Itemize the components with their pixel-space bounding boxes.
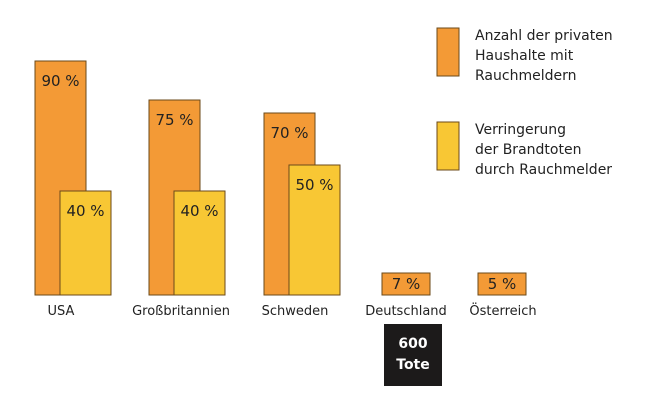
bar-s2-0 bbox=[59, 190, 112, 296]
value-label-s2-1: 40 % bbox=[180, 202, 218, 220]
category-label-1: Großbritannien bbox=[132, 304, 230, 319]
category-label-3: Deutschland bbox=[365, 304, 447, 319]
value-label-s1-3: 7 % bbox=[392, 275, 421, 293]
annotation-background bbox=[384, 324, 442, 386]
bar-s2-1 bbox=[173, 190, 226, 296]
bar-s1-3 bbox=[381, 272, 431, 296]
value-label-s2-0: 40 % bbox=[66, 202, 104, 220]
annotation-box: 600 Tote bbox=[384, 324, 442, 386]
category-labels-layer: USA Großbritannien Schweden Deutschland Öste… bbox=[48, 302, 537, 319]
legend-entry-1-line-1: Anzahl der privaten bbox=[475, 28, 613, 44]
category-label-4: Österreich bbox=[469, 302, 536, 319]
category-label-2: Schweden bbox=[262, 304, 329, 319]
legend-entry-1-line-2: Haushalte mit bbox=[475, 48, 574, 64]
legend-entry-2-line-3: durch Rauchmelder bbox=[475, 162, 612, 178]
legend-swatch-yellow bbox=[436, 121, 460, 171]
value-label-s1-4: 5 % bbox=[488, 275, 517, 293]
bar-s1-4 bbox=[477, 272, 527, 296]
legend: Anzahl der privaten Haushalte mit Rauchm… bbox=[436, 27, 613, 178]
value-label-s1-1: 75 % bbox=[155, 111, 193, 129]
legend-entry-2-line-2: der Brandtoten bbox=[475, 142, 581, 158]
value-labels-layer: 90 % 75 % 70 % 7 % 5 % 40 % 40 % 50 % bbox=[41, 72, 516, 293]
value-label-s2-2: 50 % bbox=[295, 176, 333, 194]
annotation-line-2: Tote bbox=[396, 357, 430, 373]
legend-entry-1-line-3: Rauchmeldern bbox=[475, 68, 576, 84]
legend-swatch-orange bbox=[436, 27, 460, 77]
value-label-s1-2: 70 % bbox=[270, 124, 308, 142]
bars-layer bbox=[34, 60, 527, 296]
legend-entry-2-line-1: Verringerung bbox=[475, 122, 566, 138]
value-label-s1-0: 90 % bbox=[41, 72, 79, 90]
category-label-0: USA bbox=[48, 304, 75, 319]
annotation-line-1: 600 bbox=[398, 336, 427, 352]
bar-s2-2 bbox=[288, 164, 341, 296]
